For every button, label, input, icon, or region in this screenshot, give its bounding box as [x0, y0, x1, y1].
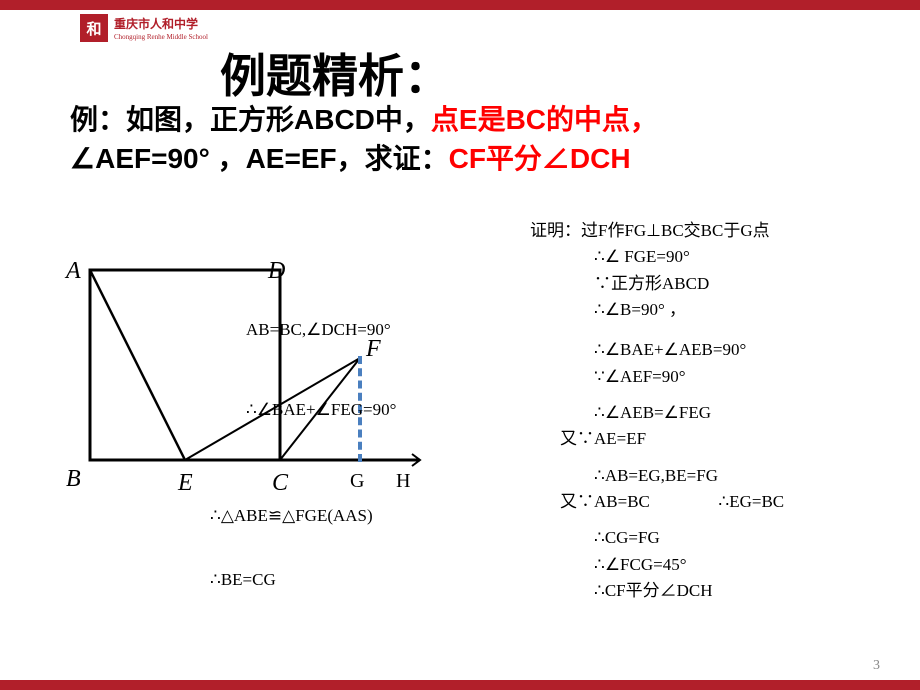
- spacer: [530, 323, 784, 337]
- proof-l2: ∵正方形ABCD: [530, 271, 784, 297]
- proof-l10: ∴CG=FG: [530, 525, 784, 551]
- spacer4: [530, 515, 784, 525]
- label-A: A: [66, 258, 81, 285]
- label-H: H: [396, 470, 410, 493]
- overlay-1: AB=BC,∠DCH=90°: [246, 320, 391, 340]
- figure-svg: [60, 240, 460, 600]
- proof-steps: 证明：过F作FG⊥BC交BC于G点 ∴∠ FGE=90° ∵正方形ABCD ∴∠…: [530, 218, 784, 604]
- logo-text-block: 重庆市人和中学 Chongqing Renhe Middle School: [114, 15, 208, 41]
- problem-red2: CF平分∠DCH: [449, 143, 631, 174]
- logo-icon: 和: [80, 14, 108, 42]
- slide-title: 例题精析：: [220, 40, 450, 106]
- school-sub: Chongqing Renhe Middle School: [114, 33, 208, 41]
- footer-bar: [0, 680, 920, 690]
- label-F: F: [366, 336, 381, 363]
- spacer3: [530, 453, 784, 463]
- page-number: 3: [873, 658, 880, 674]
- proof-l11: ∴∠FCG=45°: [530, 552, 784, 578]
- header-bar: [0, 0, 920, 10]
- proof-l9a: 又∵AB=BC: [560, 492, 650, 511]
- label-D: D: [268, 258, 285, 285]
- geometry-figure: A D B E C F G H AB=BC,∠DCH=90° ∴∠BAE+∠FE…: [60, 240, 460, 600]
- proof-l4: ∴∠BAE+∠AEB=90°: [530, 337, 784, 363]
- proof-l3: ∴∠B=90° ，: [530, 297, 784, 323]
- school-name: 重庆市人和中学: [114, 17, 198, 31]
- problem-prefix: 例：如图，正方形ABCD中，: [70, 104, 431, 135]
- label-C: C: [272, 470, 288, 497]
- proof-l1: ∴∠ FGE=90°: [530, 244, 784, 270]
- spacer2: [530, 390, 784, 400]
- proof-l8: ∴AB=EG,BE=FG: [530, 463, 784, 489]
- proof-l9b: ∴EG=BC: [718, 492, 784, 511]
- label-E: E: [178, 470, 193, 497]
- proof-l5: ∵∠AEF=90°: [530, 364, 784, 390]
- proof-l9: 又∵AB=BC ∴EG=BC: [530, 489, 784, 515]
- school-logo: 和 重庆市人和中学 Chongqing Renhe Middle School: [80, 14, 208, 42]
- overlay-4: ∴BE=CG: [210, 570, 276, 590]
- proof-l0: 证明：过F作FG⊥BC交BC于G点: [530, 218, 784, 244]
- label-G: G: [350, 470, 364, 493]
- proof-l12: ∴CF平分∠DCH: [530, 578, 784, 604]
- proof-l6: ∴∠AEB=∠FEG: [530, 400, 784, 426]
- overlay-3: ∴△ABE≌△FGE(AAS): [210, 506, 373, 526]
- label-B: B: [66, 466, 81, 493]
- proof-l7: 又∵AE=EF: [530, 426, 784, 452]
- problem-statement: 例：如图，正方形ABCD中，点E是BC的中点， ∠AEF=90° ，AE=EF，…: [70, 100, 880, 178]
- overlay-2: ∴∠BAE+∠FEG=90°: [246, 400, 396, 420]
- problem-red1: 点E是BC的中点，: [431, 104, 658, 135]
- problem-line2a: ∠AEF=90° ，AE=EF，求证：: [70, 143, 449, 174]
